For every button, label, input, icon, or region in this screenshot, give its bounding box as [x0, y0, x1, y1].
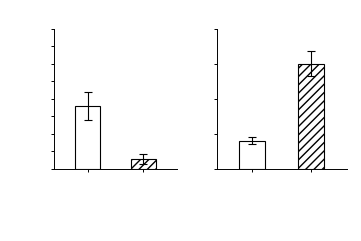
- Bar: [131, 159, 156, 169]
- Bar: [298, 64, 325, 169]
- Bar: [75, 106, 100, 169]
- Bar: [239, 141, 265, 169]
